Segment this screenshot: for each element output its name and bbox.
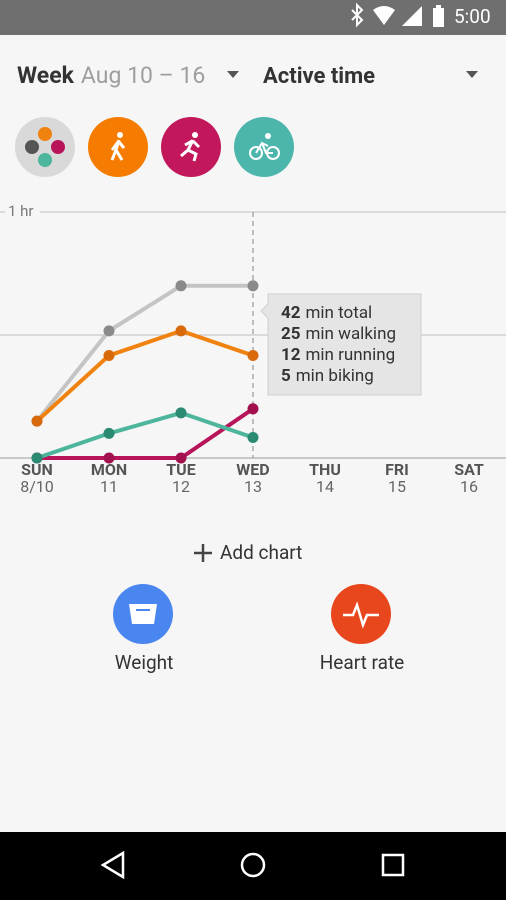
add-chart-label: Add chart	[220, 541, 302, 564]
tooltip-amount: 25	[281, 324, 301, 344]
tooltip-line: 5 min biking	[281, 366, 374, 386]
x-tick-label: FRI	[385, 460, 409, 479]
bike-icon	[255, 141, 273, 154]
dropdown-arrow[interactable]	[466, 71, 478, 78]
add-chart[interactable]: Add chart	[194, 541, 302, 564]
battery-tip	[436, 5, 441, 9]
data-point	[103, 350, 115, 361]
chart: 1 hrSUN8/10MON11TUE12WED13THU14FRI15SAT1…	[0, 202, 506, 496]
x-tick-label: THU	[309, 460, 341, 479]
x-tick-label: SUN	[21, 460, 53, 479]
y-tick-label: 1 hr	[8, 202, 34, 220]
dot	[38, 153, 52, 167]
x-tick-label: SAT	[454, 460, 484, 479]
period-selector[interactable]: Week Aug 10 – 16	[17, 62, 205, 89]
icon-head	[192, 132, 198, 138]
walker-icon	[110, 139, 126, 161]
tooltip-amount: 12	[281, 345, 301, 365]
tooltip-line: 25 min walking	[281, 324, 396, 344]
status-bar	[0, 0, 506, 35]
data-point	[31, 452, 43, 464]
battery-icon	[433, 8, 444, 27]
series-line	[35, 328, 254, 423]
x-date-label: 16	[460, 477, 478, 496]
status-time: 5:00	[454, 5, 491, 28]
plus-icon	[194, 544, 212, 562]
x-tick-label: TUE	[166, 460, 195, 479]
x-date-label: 15	[388, 477, 406, 496]
heart-rate-card[interactable]: Heart rate	[320, 584, 405, 674]
card-label: Weight	[115, 651, 174, 674]
tooltip-text: min walking	[306, 324, 397, 344]
tooltip-box	[260, 293, 422, 396]
x-date-label: 14	[316, 477, 334, 496]
x-tick-label: WED	[236, 460, 269, 479]
icon-head	[265, 133, 271, 139]
wheel	[249, 146, 263, 160]
x-tick-label: MON	[91, 460, 127, 479]
filter-running[interactable]	[161, 117, 221, 177]
weight-card[interactable]: Weight	[113, 584, 173, 674]
data-point	[247, 403, 259, 415]
metric-selector[interactable]: Active time	[263, 64, 375, 89]
data-point	[103, 427, 115, 439]
back-button[interactable]	[100, 850, 125, 880]
series-line	[36, 410, 254, 460]
filter-biking[interactable]	[234, 117, 294, 177]
x-date-label: 8/10	[20, 477, 54, 496]
dropdown-arrow[interactable]	[227, 71, 239, 78]
data-point	[247, 350, 259, 361]
tooltip-text: min running	[306, 345, 396, 365]
data-point	[247, 432, 259, 443]
tooltip-line: 12 min running	[281, 345, 395, 365]
wifi-icon	[373, 6, 395, 25]
card-label: Heart rate	[320, 651, 405, 674]
tooltip-text: min biking	[296, 366, 374, 386]
navigation-bar	[0, 832, 506, 900]
dot	[38, 127, 52, 141]
data-point	[31, 415, 43, 427]
home-button[interactable]	[240, 852, 266, 878]
filter-all[interactable]	[15, 117, 75, 177]
range: Aug 10 – 16	[81, 62, 205, 89]
series-line	[35, 283, 253, 423]
x-date-label: 13	[244, 477, 262, 496]
data-point	[175, 407, 187, 419]
tooltip-amount: 5	[281, 366, 291, 386]
data-point	[103, 325, 115, 337]
data-point	[175, 280, 187, 292]
signal-icon	[402, 6, 422, 26]
tooltip-line: 42 min total	[281, 303, 372, 323]
pulse-icon	[343, 601, 379, 629]
series-line	[37, 407, 255, 460]
recents-button[interactable]	[381, 853, 405, 877]
dot	[51, 140, 65, 154]
data-point	[175, 325, 187, 337]
filter-walking[interactable]	[88, 117, 148, 177]
dot	[25, 140, 39, 154]
tooltip-amount: 42	[281, 303, 301, 323]
icon-head	[117, 132, 123, 138]
data-point	[247, 280, 259, 292]
data-point	[175, 452, 187, 464]
runner-icon	[180, 139, 201, 162]
period: Week	[17, 62, 75, 89]
tooltip-text: min total	[306, 303, 373, 323]
scale-icon	[129, 604, 157, 624]
bluetooth-icon	[351, 2, 364, 28]
data-point	[103, 452, 115, 464]
x-date-label: 11	[100, 477, 118, 496]
filter-circle	[15, 117, 75, 177]
x-date-label: 12	[172, 477, 190, 496]
